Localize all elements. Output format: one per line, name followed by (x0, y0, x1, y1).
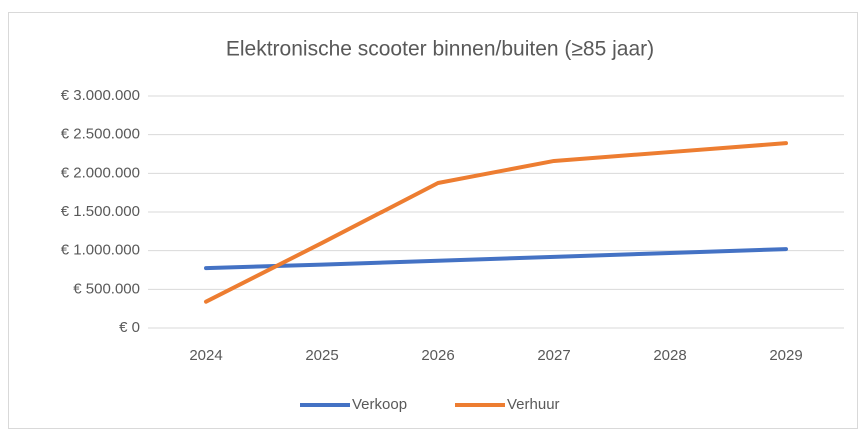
y-tick-label: € 1.500.000 (61, 203, 140, 220)
y-tick-label: € 2.500.000 (61, 126, 140, 143)
x-tick-label: 2024 (189, 347, 222, 364)
chart-title: Elektronische scooter binnen/buiten (≥85… (226, 38, 654, 61)
y-tick-label: € 0 (119, 319, 140, 336)
x-tick-label: 2027 (537, 347, 570, 364)
x-tick-label: 2029 (769, 347, 802, 364)
x-tick-label: 2025 (305, 347, 338, 364)
legend-label: Verhuur (507, 396, 560, 413)
y-tick-label: € 3.000.000 (61, 87, 140, 104)
legend-label: Verkoop (352, 396, 407, 413)
x-tick-label: 2026 (421, 347, 454, 364)
series-line (204, 247, 788, 271)
y-tick-label: € 500.000 (73, 280, 140, 297)
series-line (204, 141, 788, 304)
chart-border (8, 12, 858, 429)
y-tick-label: € 1.000.000 (61, 242, 140, 259)
y-tick-label: € 2.000.000 (61, 164, 140, 181)
x-tick-label: 2028 (653, 347, 686, 364)
